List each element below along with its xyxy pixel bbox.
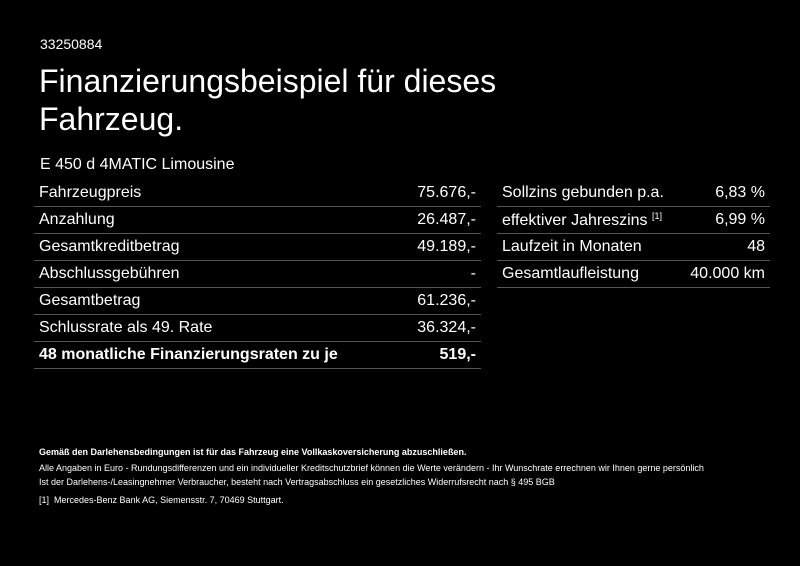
row-label: Abschlussgebühren [34, 260, 400, 288]
row-value: 6,83 % [679, 180, 770, 207]
row-label: effektiver Jahreszins [1] [497, 206, 680, 234]
table-row: Gesamtlaufleistung 40.000 km [497, 260, 770, 288]
row-label: Fahrzeugpreis [34, 180, 400, 207]
row-value: - [399, 260, 481, 288]
interest-table: Sollzins gebunden p.a. 6,83 % effektiver … [497, 180, 770, 288]
table-row: Laufzeit in Monaten 48 [497, 233, 770, 261]
row-label: Anzahlung [34, 206, 400, 234]
row-value: 519,- [399, 341, 481, 369]
insurance-notice: Gemäß den Darlehensbedingungen ist für d… [39, 447, 467, 457]
disclaimer-line-2: Ist der Darlehens-/Leasingnehmer Verbrau… [39, 477, 555, 487]
table-row: Schlussrate als 49. Rate 36.324,- [34, 314, 481, 342]
table-row: Gesamtbetrag 61.236,- [34, 287, 481, 315]
row-value: 48 [679, 233, 770, 261]
disclaimer-line-1: Alle Angaben in Euro - Rundungsdifferenz… [39, 463, 704, 473]
table-row: Abschlussgebühren - [34, 260, 481, 288]
page-title: Finanzierungsbeispiel für dieses Fahrzeu… [39, 63, 497, 137]
table-row: Gesamtkreditbetrag 49.189,- [34, 233, 481, 261]
row-value: 36.324,- [399, 314, 481, 342]
monthly-rate-row: 48 monatliche Finanzierungsraten zu je 51… [34, 341, 481, 369]
row-label: Gesamtkreditbetrag [34, 233, 400, 261]
footnote-text: Mercedes-Benz Bank AG, Siemensstr. 7, 70… [54, 495, 284, 505]
row-value: 6,99 % [679, 206, 770, 234]
table-row: Sollzins gebunden p.a. 6,83 % [497, 180, 770, 207]
row-label: Schlussrate als 49. Rate [34, 314, 400, 342]
row-label: 48 monatliche Finanzierungsraten zu je [34, 341, 400, 369]
row-label: Sollzins gebunden p.a. [497, 180, 680, 207]
footnote: [1] Mercedes-Benz Bank AG, Siemensstr. 7… [39, 494, 284, 506]
row-value: 49.189,- [399, 233, 481, 261]
table-row: Anzahlung 26.487,- [34, 206, 481, 234]
label-text: effektiver Jahreszins [502, 211, 648, 229]
footnote-mark: [1] [39, 495, 50, 505]
footnote-ref: [1] [652, 210, 663, 221]
row-value: 75.676,- [399, 180, 481, 207]
row-value: 61.236,- [399, 287, 481, 315]
vehicle-model: E 450 d 4MATIC Limousine [40, 156, 235, 173]
table-row: Fahrzeugpreis 75.676,- [34, 180, 481, 207]
row-value: 26.487,- [399, 206, 481, 234]
row-value: 40.000 km [679, 260, 770, 288]
offer-id: 33250884 [40, 36, 103, 52]
row-label: Laufzeit in Monaten [497, 233, 680, 261]
financing-table: Fahrzeugpreis 75.676,- Anzahlung 26.487,- … [34, 180, 481, 369]
row-label: Gesamtlaufleistung [497, 260, 680, 288]
table-row: effektiver Jahreszins [1] 6,99 % [497, 206, 770, 234]
row-label: Gesamtbetrag [34, 287, 400, 315]
